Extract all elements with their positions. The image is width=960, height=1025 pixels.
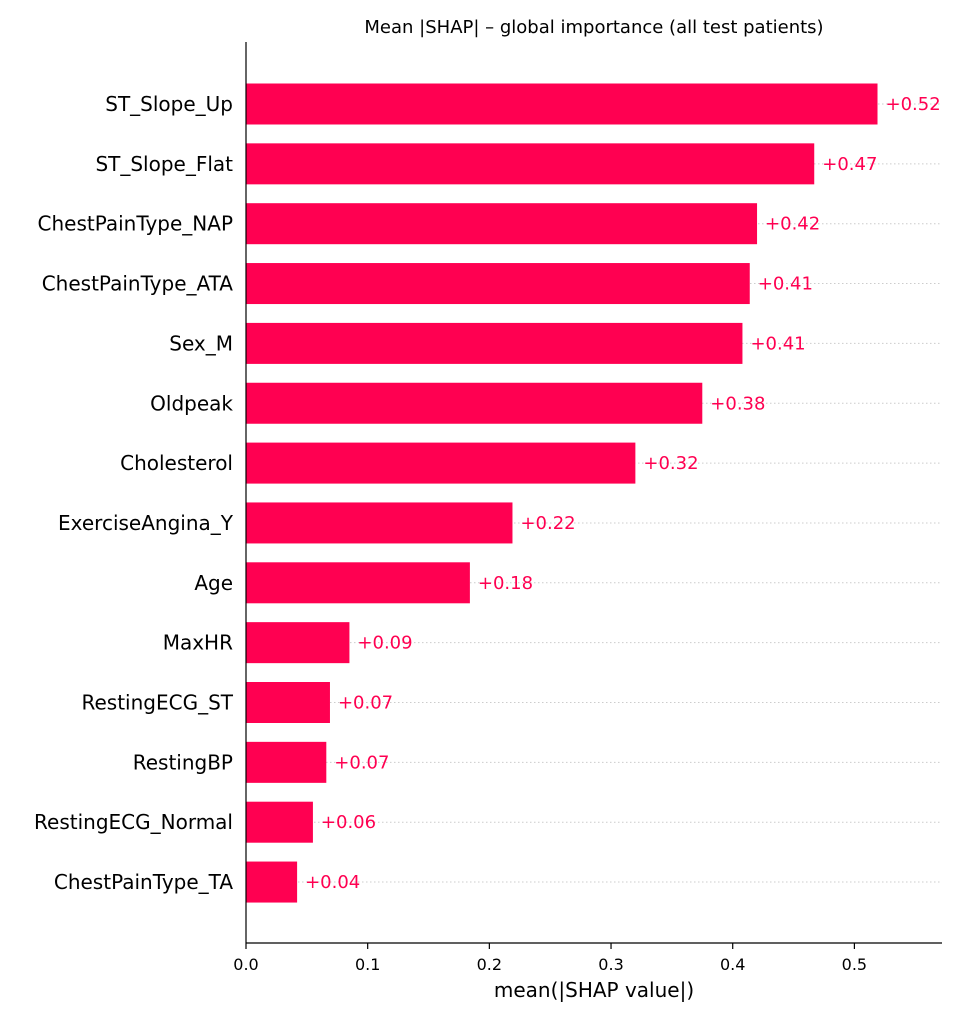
category-label: Age: [194, 571, 233, 595]
value-labels: +0.52 +0.47 +0.42 +0.41 +0.41 +0.38 +0.32 +0.22…: [305, 94, 941, 893]
value-label: +0.18: [478, 573, 533, 594]
category-label: ExerciseAngina_Y: [58, 511, 234, 535]
bar: [246, 801, 313, 843]
bar: [246, 263, 750, 305]
x-tick-label: 0.0: [233, 955, 258, 974]
bar: [246, 861, 298, 903]
bar: [246, 502, 513, 544]
bar: [246, 382, 703, 424]
bar: [246, 622, 350, 664]
category-label: Oldpeak: [150, 391, 233, 415]
category-label: ST_Slope_Up: [105, 92, 233, 116]
x-tick-label: 0.4: [720, 955, 745, 974]
category-label: MaxHR: [163, 631, 233, 655]
value-label: +0.22: [520, 513, 575, 534]
category-label: Cholesterol: [120, 451, 233, 475]
category-label: RestingBP: [133, 750, 233, 774]
bar: [246, 682, 330, 723]
x-tick-label: 0.5: [842, 955, 867, 974]
value-label: +0.38: [710, 393, 765, 414]
category-labels: ST_Slope_Up ST_Slope_Flat ChestPainType_NA…: [34, 92, 234, 894]
bars: [246, 83, 878, 903]
value-label: +0.42: [765, 214, 820, 235]
value-label: +0.32: [643, 453, 698, 474]
category-label: ChestPainType_TA: [54, 870, 233, 894]
value-label: +0.07: [334, 752, 389, 773]
x-tick-label: 0.2: [477, 955, 502, 974]
bar: [246, 203, 758, 245]
bar: [246, 442, 636, 484]
chart-title: Mean |SHAP| – global importance (all tes…: [364, 17, 823, 38]
value-label: +0.06: [321, 812, 376, 833]
value-label: +0.41: [758, 274, 813, 295]
category-label: Sex_M: [169, 331, 233, 355]
category-label: ChestPainType_NAP: [38, 212, 234, 236]
axes: 0.0 0.1 0.2 0.3 0.4 0.5: [233, 42, 942, 974]
x-axis-label: mean(|SHAP value|): [494, 978, 694, 1002]
bar: [246, 562, 470, 604]
category-label: RestingECG_ST: [81, 691, 233, 715]
value-label: +0.41: [750, 333, 805, 354]
value-label: +0.04: [305, 872, 360, 893]
value-label: +0.09: [357, 633, 412, 654]
bar: [246, 322, 743, 364]
value-label: +0.52: [886, 94, 941, 115]
bar: [246, 83, 878, 125]
bar: [246, 143, 815, 185]
x-tick-label: 0.1: [355, 955, 380, 974]
x-tick-label: 0.3: [598, 955, 623, 974]
category-label: ChestPainType_ATA: [42, 272, 234, 296]
category-label: RestingECG_Normal: [34, 810, 233, 834]
value-label: +0.07: [338, 693, 393, 714]
bar: [246, 741, 327, 783]
value-label: +0.47: [822, 154, 877, 175]
category-label: ST_Slope_Flat: [95, 152, 233, 176]
